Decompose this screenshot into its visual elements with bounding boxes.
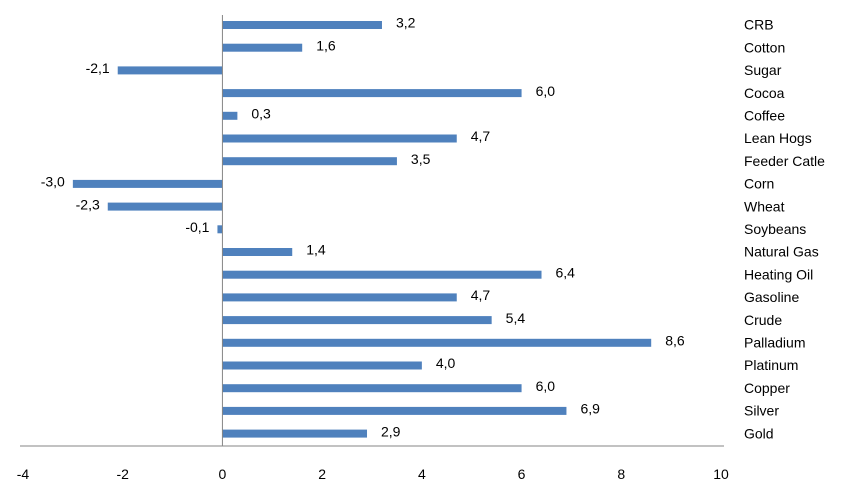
category-label: Cotton: [744, 39, 785, 55]
bar-copper: [222, 384, 522, 393]
category-label: CRB: [744, 17, 774, 33]
category-label: Soybeans: [744, 221, 806, 237]
bar-palladium: [222, 338, 652, 347]
data-label: 1,4: [306, 242, 326, 258]
x-tick-label: -4: [17, 466, 30, 482]
category-label: Corn: [744, 176, 774, 192]
category-label: Silver: [744, 403, 779, 419]
x-tick-label: -2: [116, 466, 129, 482]
category-label: Natural Gas: [744, 244, 819, 260]
data-label: 5,4: [506, 310, 526, 326]
data-label: 0,3: [251, 106, 271, 122]
x-tick-label: 6: [518, 466, 526, 482]
bar-lean-hogs: [222, 134, 457, 143]
data-label: -2,3: [76, 196, 100, 212]
bar-gasoline: [222, 293, 457, 302]
category-labels-group: CRB Cotton Sugar Cocoa Coffee Lean Hogs Feeder…: [744, 17, 825, 442]
data-label: 8,6: [665, 333, 685, 349]
category-label: Sugar: [744, 62, 782, 78]
category-label: Cocoa: [744, 85, 785, 101]
category-label: Lean Hogs: [744, 130, 812, 146]
x-tick-label: 8: [617, 466, 625, 482]
bar-coffee: [222, 111, 238, 120]
bar-cotton: [222, 43, 303, 52]
bars-group: [72, 21, 652, 438]
data-label: 3,2: [396, 15, 416, 31]
data-label: 2,9: [381, 423, 401, 439]
data-labels-group: 3,2 1,6 -2,1 6,0 0,3 4,7 3,5 -3,0 -2,3 -0,1 1,4 6,4…: [41, 15, 685, 440]
x-tick-labels-group: -4 -2 0 2 4 6 8 10: [17, 466, 729, 482]
x-tick-label: 2: [318, 466, 326, 482]
category-label: Palladium: [744, 335, 805, 351]
x-tick-label: 0: [219, 466, 227, 482]
bar-wheat: [107, 202, 223, 211]
category-label: Heating Oil: [744, 266, 813, 282]
data-label: 4,0: [436, 355, 456, 371]
data-label: 6,0: [536, 83, 556, 99]
category-label: Wheat: [744, 198, 785, 214]
category-label: Platinum: [744, 357, 798, 373]
category-label: Coffee: [744, 108, 785, 124]
bar-gold: [222, 429, 368, 438]
data-label: 4,7: [471, 287, 491, 303]
category-label: Feeder Catle: [744, 153, 825, 169]
bar-corn: [72, 179, 223, 188]
data-label: -0,1: [185, 219, 209, 235]
bar-heating-oil: [222, 270, 542, 279]
data-label: 4,7: [471, 128, 491, 144]
bar-soybeans: [217, 225, 223, 234]
bar-natural-gas: [222, 248, 293, 256]
bar-cocoa: [222, 89, 522, 98]
category-label: Gold: [744, 425, 774, 441]
category-label: Crude: [744, 312, 782, 328]
data-label: -2,1: [86, 60, 110, 76]
bar-crude: [222, 316, 492, 325]
bar-feeder-catle: [222, 157, 397, 166]
data-label: 6,4: [556, 264, 576, 280]
bar-crb: [222, 21, 382, 29]
bar-silver: [222, 406, 567, 415]
data-label: 6,0: [536, 378, 556, 394]
data-label: 1,6: [316, 37, 336, 53]
x-tick-label: 10: [713, 466, 729, 482]
data-label: 3,5: [411, 151, 431, 167]
x-tick-label: 4: [418, 466, 426, 482]
data-label: -3,0: [41, 174, 65, 190]
bar-sugar: [117, 66, 223, 75]
data-label: 6,9: [580, 401, 600, 417]
category-label: Gasoline: [744, 289, 799, 305]
category-label: Copper: [744, 380, 790, 396]
bar-platinum: [222, 361, 422, 370]
